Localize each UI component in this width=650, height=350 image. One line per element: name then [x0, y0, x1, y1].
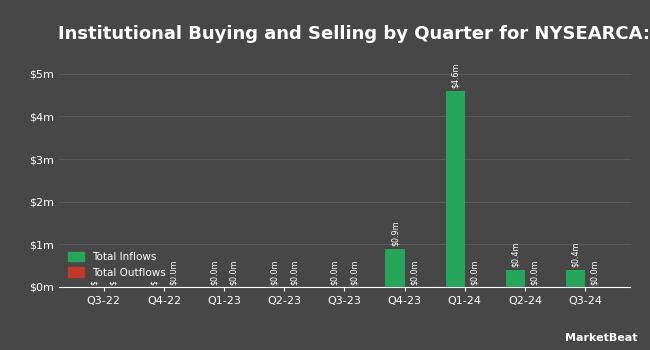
Text: $0.4m: $0.4m — [511, 242, 520, 267]
Text: Institutional Buying and Selling by Quarter for NYSEARCA:IBIB: Institutional Buying and Selling by Quar… — [58, 25, 650, 43]
Text: $0.0m: $0.0m — [350, 260, 359, 285]
Bar — [566, 270, 585, 287]
Text: $0.0m: $0.0m — [530, 260, 540, 285]
Text: $0.0m: $0.0m — [150, 260, 159, 285]
Text: $0.0m: $0.0m — [410, 260, 419, 285]
Text: $0.9m: $0.9m — [391, 220, 400, 246]
Legend: Total Inflows, Total Outflows: Total Inflows, Total Outflows — [64, 248, 170, 282]
Text: $0.0m: $0.0m — [229, 260, 239, 285]
Text: $0.0m: $0.0m — [109, 260, 118, 285]
Text: $0.0m: $0.0m — [330, 260, 339, 285]
Text: $0.0m: $0.0m — [470, 260, 479, 285]
Bar — [385, 248, 405, 287]
Text: $0.0m: $0.0m — [289, 260, 298, 285]
Bar — [446, 91, 465, 287]
Text: $0.0m: $0.0m — [169, 260, 178, 285]
Text: $4.6m: $4.6m — [450, 63, 460, 88]
Text: MarketBeat: MarketBeat — [564, 333, 637, 343]
Text: $0.0m: $0.0m — [590, 260, 599, 285]
Text: $0.0m: $0.0m — [90, 260, 99, 285]
Text: $0.0m: $0.0m — [270, 260, 280, 285]
Text: $0.4m: $0.4m — [571, 242, 580, 267]
Text: $0.0m: $0.0m — [210, 260, 219, 285]
Bar — [506, 270, 525, 287]
